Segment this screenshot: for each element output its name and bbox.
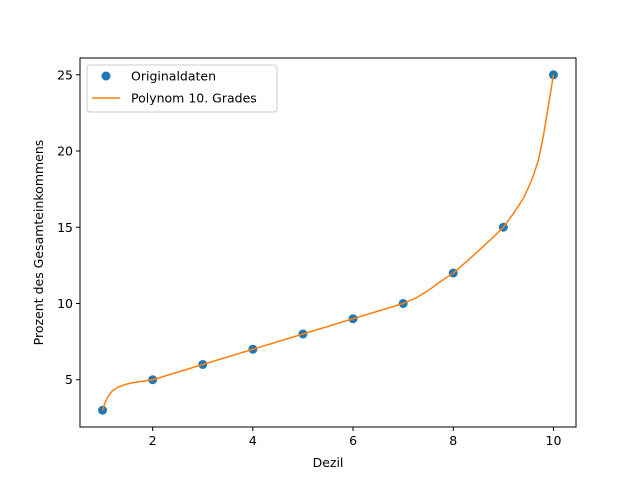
y-tick-label: 15 xyxy=(57,220,73,235)
legend-label-originaldaten: Originaldaten xyxy=(131,69,216,84)
x-tick-label: 2 xyxy=(149,433,157,448)
x-tick-label: 4 xyxy=(249,433,257,448)
x-tick-label: 8 xyxy=(449,433,457,448)
axis-ticks: 2 4 6 8 10 5 10 15 20 25 xyxy=(57,67,561,448)
series-line-polynom xyxy=(101,74,555,411)
x-tick-label: 10 xyxy=(546,433,562,448)
y-axis-label: Prozent des Gesamteinkommens xyxy=(31,140,46,346)
y-tick-label: 10 xyxy=(57,296,73,311)
plot-area xyxy=(98,70,558,415)
y-tick-label: 25 xyxy=(57,67,73,82)
y-tick-label: 5 xyxy=(65,372,73,387)
y-tick-label: 20 xyxy=(57,144,73,159)
x-tick-label: 6 xyxy=(349,433,357,448)
legend-label-polynom: Polynom 10. Grades xyxy=(131,91,257,106)
legend: Originaldaten Polynom 10. Grades xyxy=(86,64,278,113)
legend-box xyxy=(86,64,278,113)
x-axis-label: Dezil xyxy=(313,455,344,470)
legend-marker-originaldaten xyxy=(101,71,111,81)
axes-frame xyxy=(79,57,577,428)
